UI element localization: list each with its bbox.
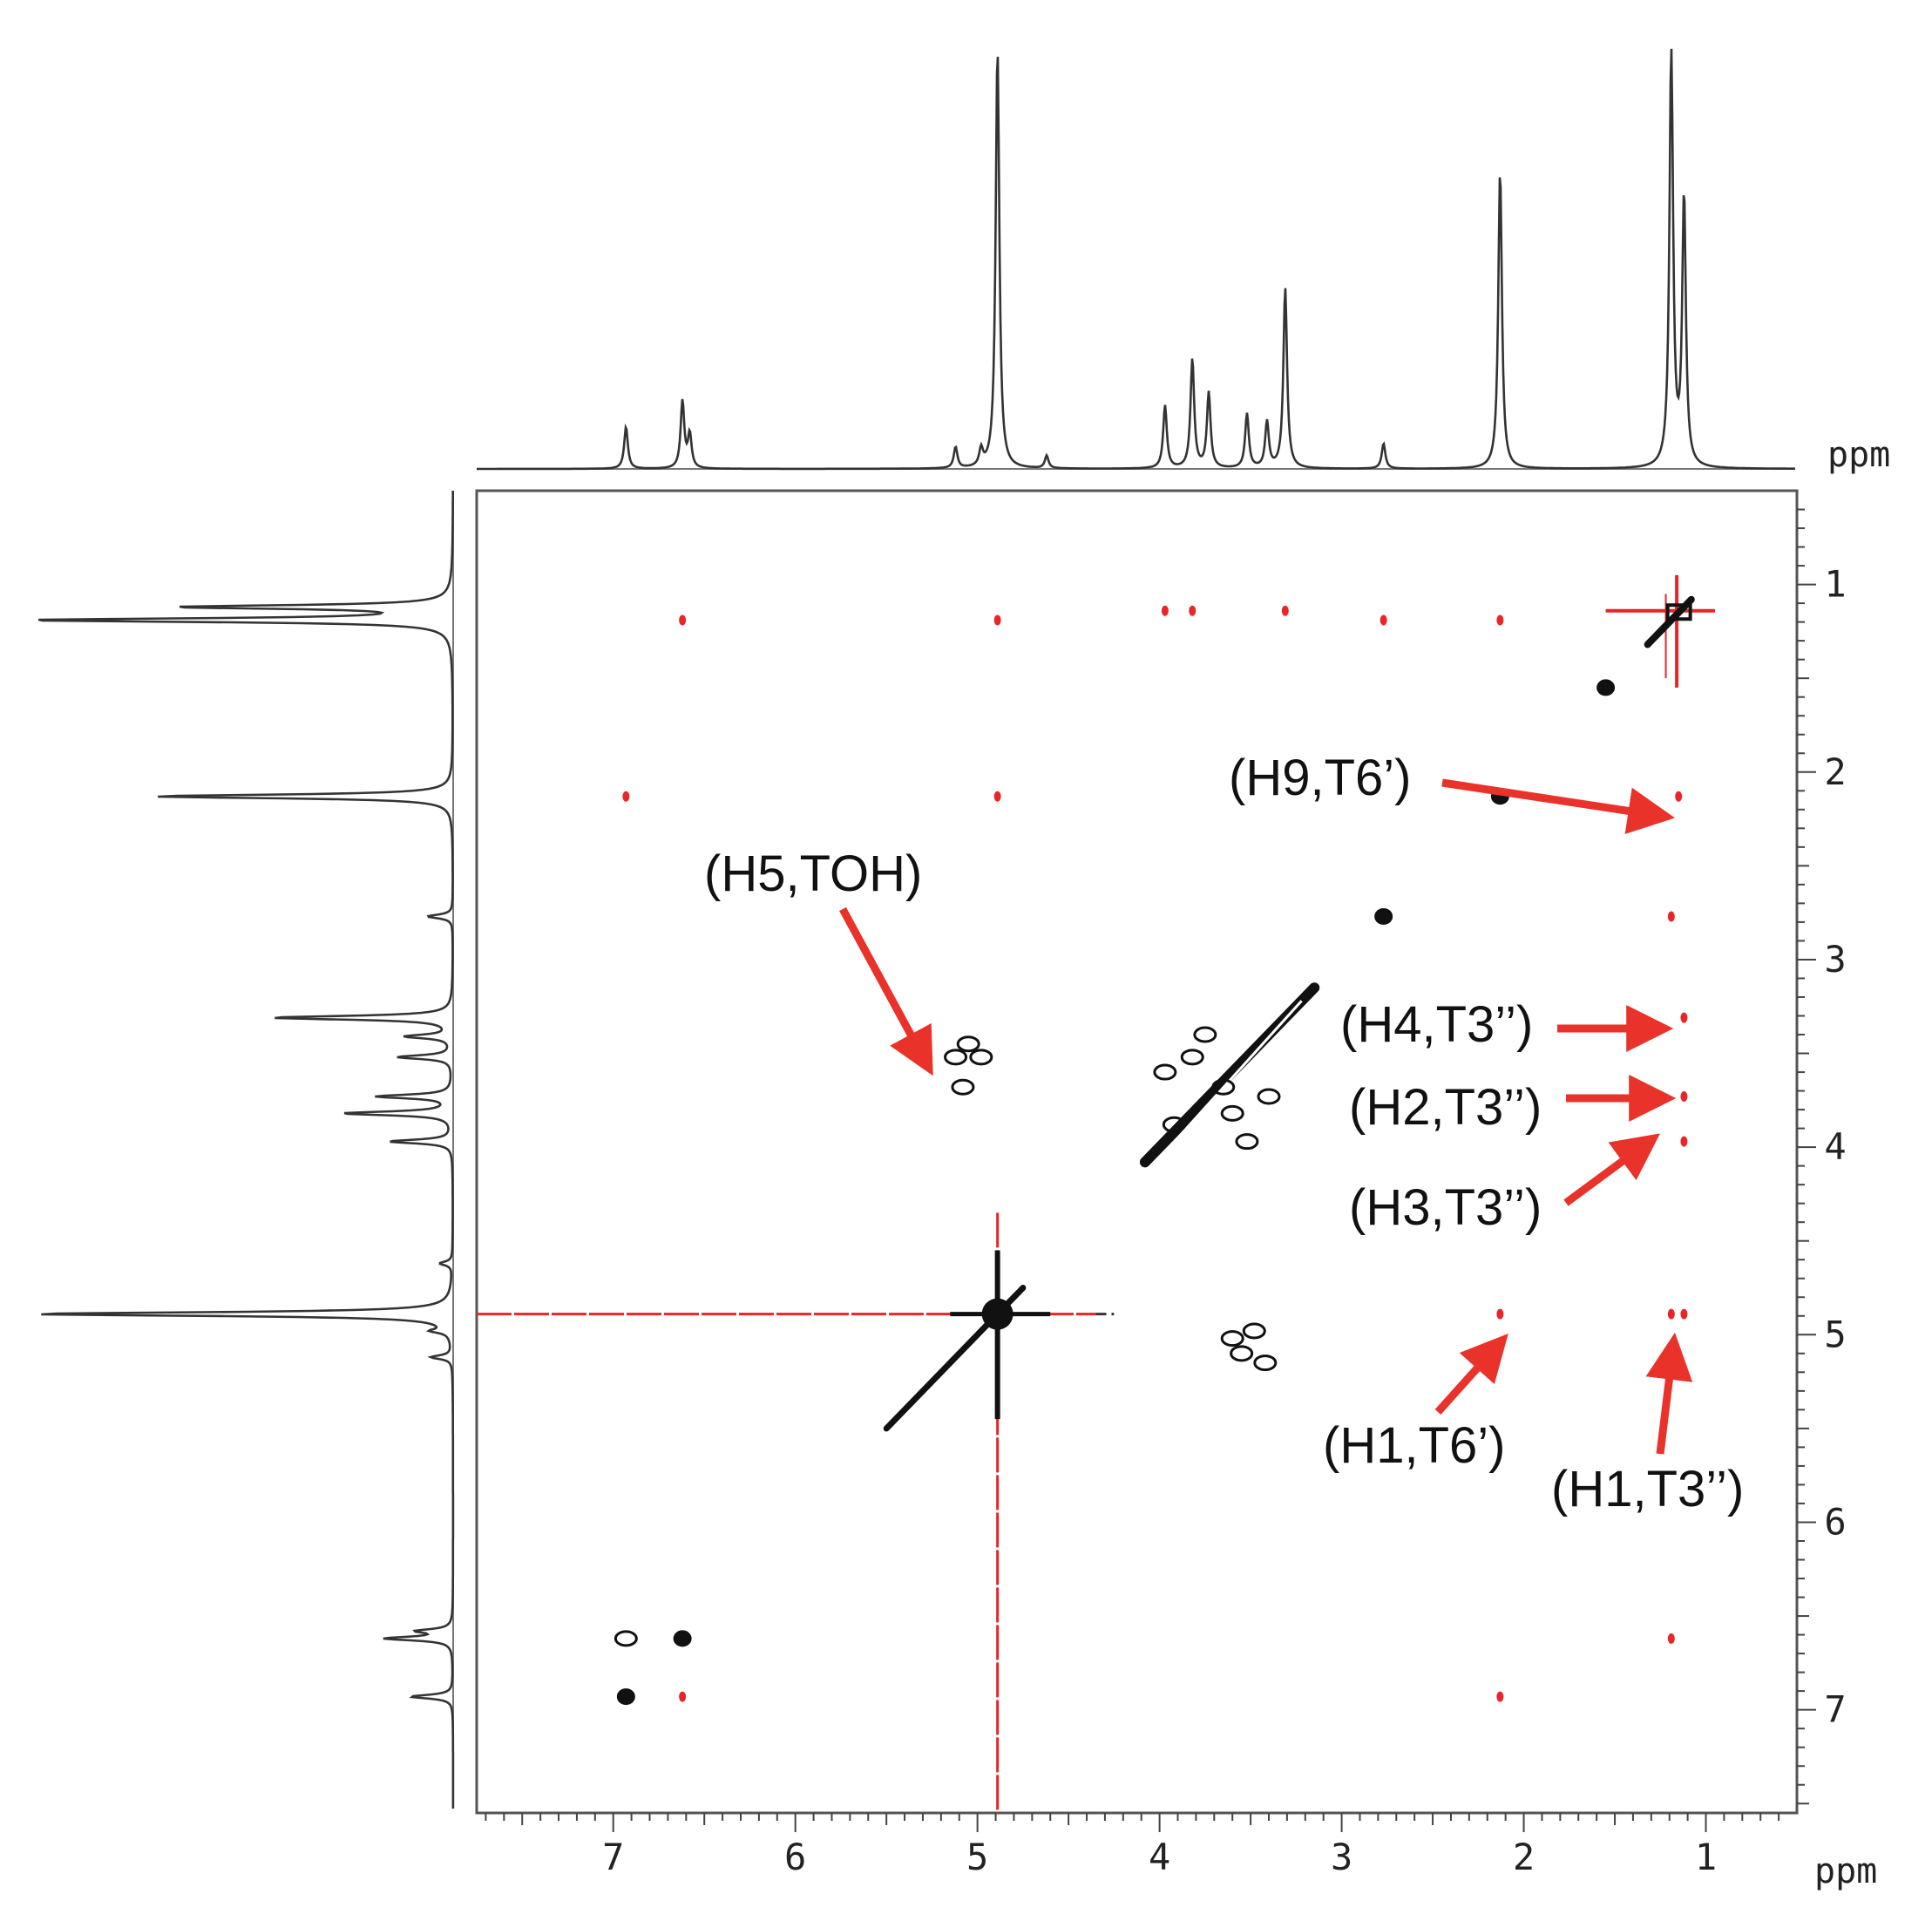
noe-peak [993,614,1001,626]
roesy-peak [673,1630,692,1647]
y-tick-label: 1 [1824,563,1846,606]
noe-peak [1667,1633,1675,1644]
roesy-peak [1235,1133,1259,1151]
top-unit-label: ppm [1827,435,1890,475]
noe-cross-peaks [622,605,1688,1702]
noe-peak [1680,1012,1688,1023]
roesy-peak [1257,1088,1281,1105]
annotation-arrow [839,906,933,1076]
roesy-peak [1220,1104,1244,1122]
roesy-peak [1253,1354,1278,1372]
top-projection-trace [477,48,1795,471]
roesy-peak [951,1078,975,1096]
noe-peak [622,791,630,802]
annotation-label: (H2,T3’’) [1349,1079,1542,1136]
annotation-label: (H4,T3’’) [1340,996,1533,1053]
x-tick-label: 5 [966,1836,988,1878]
x-unit-label: ppm [1814,1851,1877,1891]
water-peak [981,1298,1013,1330]
y-axis: 1 2 3 4 5 6 7 [1797,508,1847,1805]
x-axis: 7 6 5 4 3 2 1 [485,1813,1780,1878]
y-tick-label: 4 [1824,1125,1846,1168]
noe-peak [1680,1136,1688,1147]
roesy-peak [1374,907,1393,925]
noe-peak [1281,605,1289,616]
noe-peak [1667,911,1675,922]
annotation-arrow [1434,1333,1508,1415]
noe-peak [1675,791,1683,802]
noe-peak [1496,1308,1504,1320]
noe-peak [1496,614,1504,626]
methyl-contour [1665,603,1692,621]
roesy-peak [613,1630,638,1647]
roesy-peak [1153,1063,1177,1081]
noe-peak [1161,605,1169,616]
roesy-peak [956,1035,980,1053]
diagonal-ridges [883,595,1695,1432]
diagonal-methyl [1644,595,1695,648]
y-tick-label: 2 [1824,750,1846,793]
roesy-peak [1180,1049,1204,1066]
noe-peak [679,614,687,626]
noe-peak [1667,1308,1675,1320]
noe-peak [1680,1091,1688,1103]
noe-peak [679,1691,687,1702]
x-tick-label: 1 [1695,1836,1717,1878]
noe-peak [1380,614,1387,626]
annotation-arrow [1645,1332,1693,1455]
noe-peak [1680,1308,1688,1320]
noe-peak [1496,1691,1504,1702]
roesy-peak [616,1688,635,1706]
x-tick-label: 3 [1331,1836,1352,1878]
x-tick-label: 2 [1513,1836,1535,1878]
noe-peak [1189,605,1196,616]
annotation-arrow [1563,1133,1661,1206]
annotation-label: (H3,T3’’) [1349,1179,1542,1236]
roesy-peak [944,1049,968,1066]
annotation-label: (H5,TOH) [704,845,922,902]
annotation-arrow [1441,778,1676,835]
annotation-label: (H1,T6’) [1323,1417,1505,1474]
left-projection-trace [37,491,455,1809]
roesy-peak [1220,1330,1244,1348]
top-projection [477,48,1795,471]
annotation-label: (H9,T6’) [1229,750,1411,806]
roesy-peak [1230,1345,1254,1362]
annotations: (H9,T6’) (H5,TOH) (H4,T3’’) (H2,T3’’) (H3,T3… [704,750,1744,1517]
roesy-peak [1162,1116,1186,1133]
y-tick-label: 5 [1824,1313,1846,1355]
x-tick-label: 6 [784,1836,806,1878]
roesy-peak [1193,1026,1217,1043]
y-tick-label: 7 [1824,1688,1846,1731]
annotation-label: (H1,T3’’) [1551,1461,1744,1517]
roesy-peak [1596,679,1616,696]
noe-peak [993,791,1001,802]
y-tick-label: 6 [1824,1500,1846,1543]
left-projection [37,491,455,1809]
plot-frame [475,489,1799,1815]
roesy-peak [1211,1078,1236,1096]
y-tick-label: 3 [1824,938,1846,981]
roesy-peak [969,1049,993,1066]
x-tick-label: 4 [1149,1836,1170,1878]
roesy-peak [1242,1322,1266,1340]
x-tick-label: 7 [602,1836,624,1878]
